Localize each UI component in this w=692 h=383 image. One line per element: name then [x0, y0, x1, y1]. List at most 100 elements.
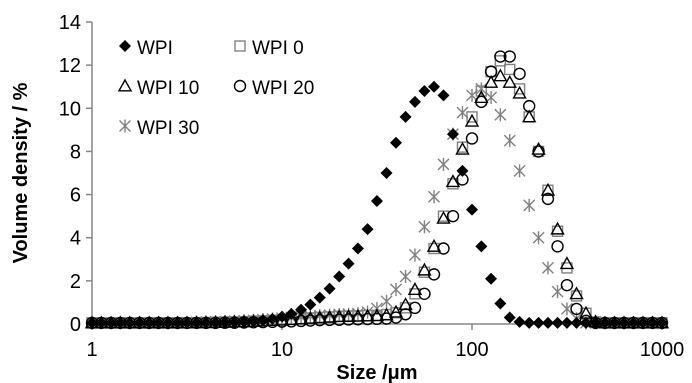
data-point — [351, 313, 365, 326]
data-point — [370, 195, 383, 208]
data-point — [513, 67, 526, 80]
data-point — [522, 109, 537, 123]
data-point — [161, 316, 174, 329]
data-point — [418, 266, 431, 278]
data-point — [312, 310, 327, 324]
data-point — [502, 74, 517, 88]
data-point — [332, 309, 347, 323]
y-tick-label: 2 — [70, 271, 81, 293]
data-point — [504, 63, 516, 76]
legend-marker — [234, 40, 246, 52]
data-point — [636, 316, 649, 329]
plot-area: 0 2 4 6 8 10 12 14 1 10 100 1000 — [59, 12, 685, 361]
data-point — [123, 316, 136, 329]
data-point — [399, 270, 412, 284]
data-point — [408, 301, 422, 315]
legend-marker — [233, 79, 247, 93]
data-point — [180, 316, 193, 329]
data-point — [513, 83, 526, 95]
data-point — [483, 74, 499, 88]
data-point — [464, 113, 480, 127]
data-point — [560, 302, 573, 316]
data-point — [570, 316, 583, 329]
data-point — [541, 192, 555, 206]
data-point — [95, 316, 108, 329]
data-point — [589, 316, 602, 329]
data-point — [389, 136, 402, 149]
data-point — [523, 316, 536, 329]
x-tick-label: 1 — [86, 339, 97, 361]
data-point — [380, 294, 393, 308]
legend-marker — [119, 119, 131, 133]
data-point — [399, 308, 412, 321]
data-point — [342, 257, 355, 270]
data-point — [513, 164, 526, 178]
data-point — [389, 282, 402, 296]
data-point — [541, 316, 554, 329]
legend-marker — [119, 40, 131, 52]
data-point — [656, 316, 668, 329]
data-point — [437, 242, 450, 255]
y-tick-label: 8 — [70, 141, 81, 163]
data-point — [551, 240, 564, 253]
data-point — [361, 223, 374, 236]
data-point — [456, 106, 469, 120]
y-axis-ticks: 0 2 4 6 8 10 12 14 — [59, 12, 92, 336]
data-point — [522, 99, 536, 113]
legend-label: WPI 0 — [252, 38, 304, 59]
data-point — [484, 65, 498, 78]
data-point — [551, 316, 564, 329]
data-point — [293, 311, 309, 325]
data-point — [285, 307, 298, 320]
data-point — [541, 261, 554, 275]
data-point — [570, 290, 583, 302]
y-tick-label: 10 — [59, 98, 81, 120]
data-point — [303, 310, 318, 324]
data-point — [152, 316, 165, 329]
data-point — [380, 167, 393, 179]
data-point — [313, 291, 326, 304]
data-point — [380, 312, 393, 325]
data-point — [133, 316, 146, 329]
data-point — [512, 85, 527, 99]
data-point — [323, 282, 336, 295]
data-point — [313, 313, 326, 327]
data-point — [437, 157, 450, 171]
data-point — [209, 316, 222, 329]
data-point — [608, 316, 621, 329]
data-point — [560, 316, 573, 329]
y-tick-label: 6 — [70, 185, 81, 207]
data-point — [627, 316, 640, 329]
data-point — [399, 110, 412, 123]
data-point — [350, 308, 366, 322]
data-point — [190, 316, 203, 329]
data-point — [503, 311, 516, 324]
y-tick-label: 14 — [59, 12, 81, 34]
x-axis-title: Size /μm — [336, 362, 417, 383]
data-point — [532, 231, 545, 245]
data-point — [551, 285, 564, 299]
data-point — [304, 298, 317, 311]
data-point — [531, 141, 546, 155]
data-point — [446, 209, 460, 223]
data-point — [445, 174, 461, 188]
legend-marker — [117, 78, 133, 92]
data-point — [455, 141, 470, 155]
data-point — [560, 278, 574, 292]
data-point — [417, 262, 432, 276]
data-point — [295, 303, 308, 316]
x-tick-label: 100 — [455, 339, 488, 361]
data-point — [238, 315, 251, 328]
data-point — [428, 80, 441, 93]
y-tick-label: 0 — [70, 314, 81, 336]
data-point — [369, 308, 385, 322]
data-point — [494, 108, 507, 122]
data-point — [256, 314, 269, 327]
data-point — [550, 221, 565, 235]
data-point — [540, 182, 556, 196]
y-tick-label: 4 — [70, 228, 81, 250]
data-point — [523, 198, 536, 212]
y-axis-title: Volume density / % — [10, 82, 32, 263]
data-point — [598, 316, 611, 329]
x-axis-ticks: 1 10 100 1000 — [86, 324, 684, 361]
